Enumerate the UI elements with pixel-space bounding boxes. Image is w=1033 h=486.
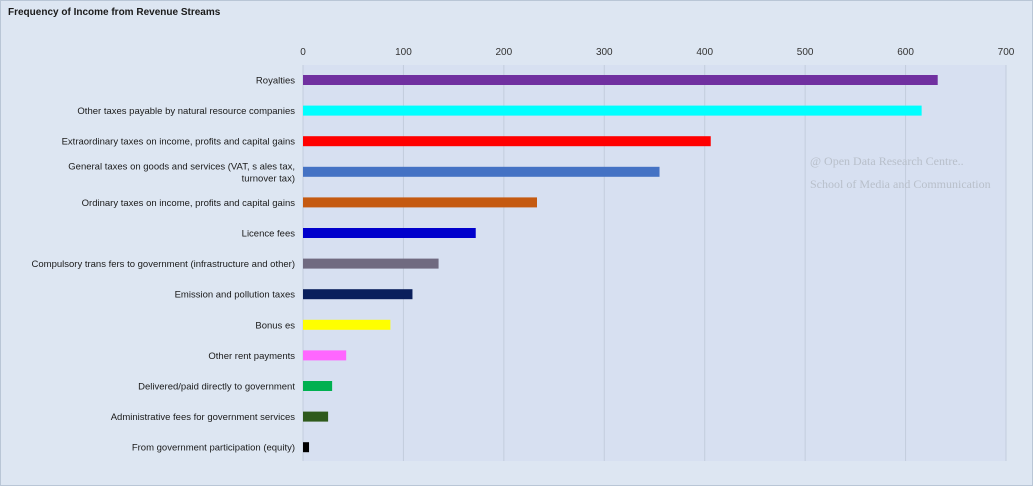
x-tick-label: 0 (300, 47, 306, 58)
category-label: Royalties (256, 76, 295, 87)
bar (303, 381, 333, 391)
x-tick-label: 600 (897, 47, 914, 58)
category-label: Extraordinary taxes on income, profits a… (62, 137, 296, 148)
bar (303, 136, 711, 147)
bar (303, 197, 537, 208)
category-label: Delivered/paid directly to government (138, 382, 295, 393)
bar (303, 228, 476, 238)
category-label: General taxes on goods and services (VAT… (68, 161, 295, 184)
category-label: Bonus es (255, 320, 295, 331)
bar (303, 350, 347, 361)
category-label: Emission and pollution taxes (175, 290, 296, 301)
category-label: Other rent payments (208, 351, 295, 362)
x-tick-label: 300 (596, 47, 613, 58)
x-tick-label: 500 (797, 47, 814, 58)
category-label: Administrative fees for government servi… (111, 412, 296, 423)
bar (303, 258, 439, 269)
bar (303, 105, 922, 116)
category-label: Other taxes payable by natural resource … (77, 106, 295, 117)
bar (303, 289, 413, 300)
x-tick-label: 400 (696, 47, 713, 58)
chart-title: Frequency of Income from Revenue Streams (8, 7, 221, 18)
watermark-line-2: School of Media and Communication (810, 177, 991, 191)
bar (303, 411, 329, 422)
category-label: From government participation (equity) (132, 443, 295, 454)
x-tick-label: 100 (395, 47, 412, 58)
bar (303, 75, 938, 85)
x-tick-label: 200 (496, 47, 513, 58)
bar (303, 319, 391, 330)
category-label: Ordinary taxes on income, profits and ca… (82, 198, 296, 209)
watermark-line-1: @ Open Data Research Centre.. (810, 154, 964, 168)
bar (303, 442, 310, 453)
x-tick-label: 700 (998, 47, 1015, 58)
bar (303, 166, 660, 177)
category-label: Licence fees (242, 229, 296, 240)
category-label: Compulsory trans fers to government (inf… (32, 259, 295, 270)
